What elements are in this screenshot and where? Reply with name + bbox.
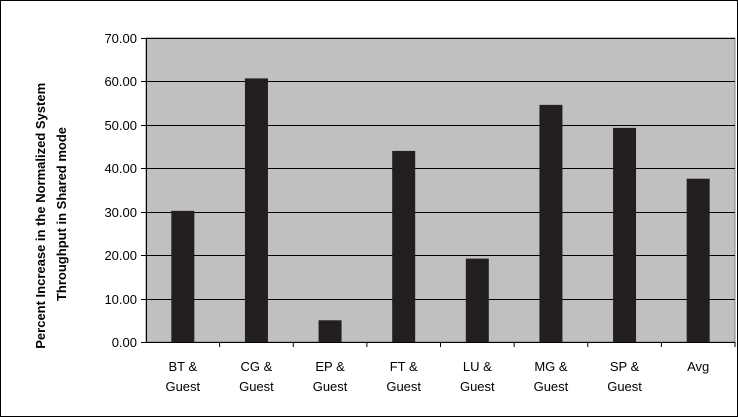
bar bbox=[171, 210, 195, 342]
bar bbox=[613, 127, 637, 342]
y-tick-label: 10.00 bbox=[104, 292, 137, 307]
y-tick-label: 50.00 bbox=[104, 118, 137, 133]
bar bbox=[244, 78, 268, 342]
y-axis-label: Percent Increase in the Normalized Syste… bbox=[33, 79, 69, 349]
x-tick-label: EP & Guest bbox=[313, 359, 348, 394]
y-tick-label: 60.00 bbox=[104, 74, 137, 89]
x-tick-label: SP & Guest bbox=[607, 359, 642, 394]
x-tick-label: CG & Guest bbox=[239, 359, 274, 394]
y-tick-label: 0.00 bbox=[112, 335, 137, 350]
bar bbox=[392, 150, 416, 342]
bars bbox=[171, 78, 710, 342]
y-axis-label-line-1: Percent Increase in the Normalized Syste… bbox=[33, 83, 48, 349]
y-tick-labels: 0.00 10.00 20.00 30.00 40.00 50.00 60.00 70.00 bbox=[104, 31, 137, 350]
plot-area bbox=[145, 37, 736, 343]
y-tick-label: 30.00 bbox=[104, 205, 137, 220]
x-tick-labels: BT & Guest CG & Guest EP & Guest FT & Guest LU &… bbox=[165, 342, 736, 394]
x-tick-label: Avg bbox=[687, 359, 709, 374]
y-tick-label: 20.00 bbox=[104, 248, 137, 263]
x-tick-label: MG & Guest bbox=[534, 359, 569, 394]
y-tick-label: 40.00 bbox=[104, 161, 137, 176]
bar bbox=[539, 104, 563, 342]
bar bbox=[465, 258, 489, 342]
bar bbox=[318, 320, 342, 342]
x-tick-label: FT & Guest bbox=[386, 359, 421, 394]
x-tick-label: LU & Guest bbox=[460, 359, 495, 394]
bar bbox=[686, 178, 710, 342]
y-axis-label-line-2: Throughput in Shared mode bbox=[54, 127, 69, 301]
x-tick-label: BT & Guest bbox=[165, 359, 200, 394]
y-tick-label: 70.00 bbox=[104, 31, 137, 46]
